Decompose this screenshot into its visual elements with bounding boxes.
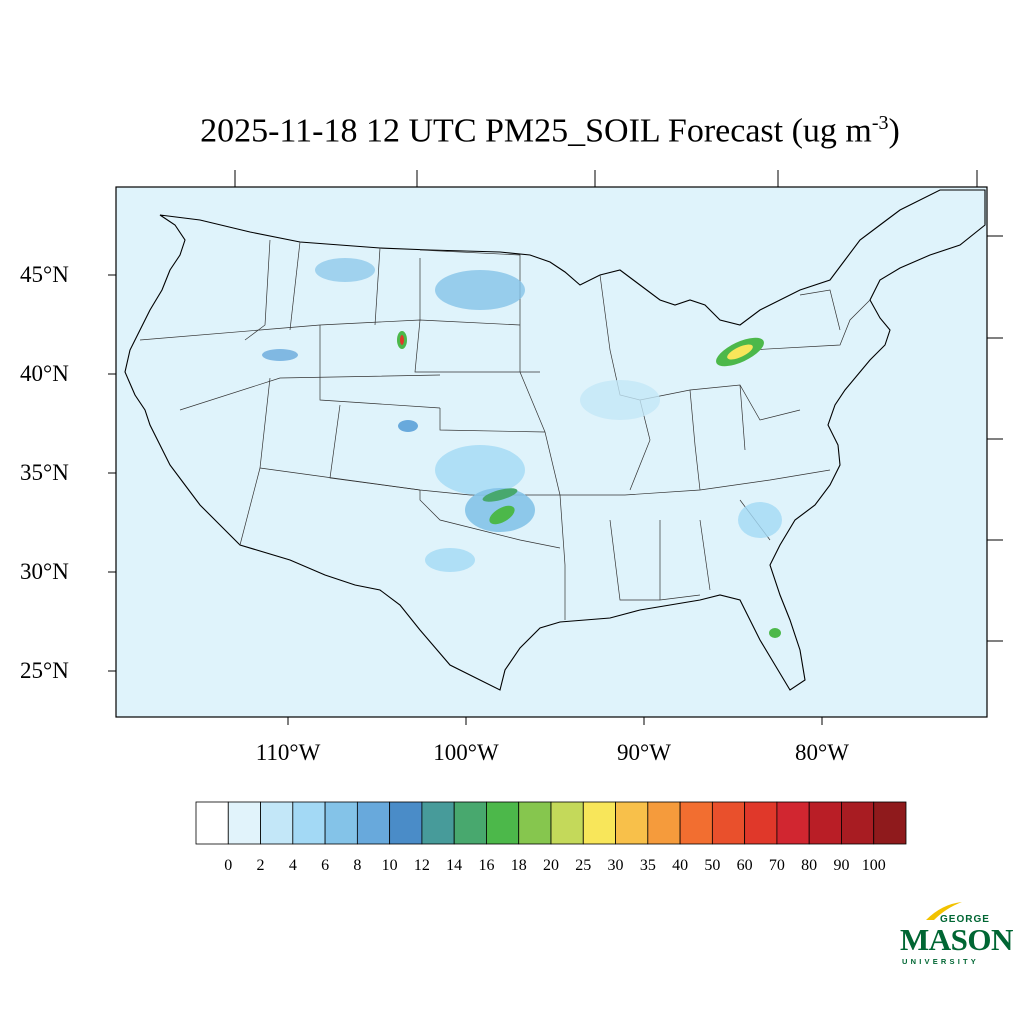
colorbar-swatch — [227, 801, 261, 845]
colorbar-label: 40 — [672, 857, 689, 874]
colorbar-swatch — [292, 801, 326, 845]
colorbar-swatch — [453, 801, 487, 845]
colorbar-label: 35 — [639, 857, 656, 874]
lat-label-30: 30°N — [20, 559, 69, 584]
colorbar-label: 80 — [801, 857, 818, 874]
colorbar-label: 2 — [256, 857, 265, 874]
lat-label-25: 25°N — [20, 658, 69, 683]
colorbar-swatch — [776, 801, 810, 845]
colorbar-label: 30 — [607, 857, 624, 874]
colorbar-label: 90 — [833, 857, 850, 874]
colorbar-swatch — [647, 801, 681, 845]
colorbar-swatch — [808, 801, 842, 845]
colorbar-swatch — [841, 801, 875, 845]
colorbar-swatch — [260, 801, 294, 845]
colorbar-label: 70 — [768, 857, 785, 874]
colorbar-label: 12 — [413, 857, 430, 874]
colorbar-label: 20 — [543, 857, 559, 874]
lon-label-100w: 100°W — [433, 740, 499, 765]
colorbar-swatch — [518, 801, 552, 845]
colorbar-swatch — [711, 801, 746, 845]
lat-label-35: 35°N — [20, 460, 69, 485]
colorbar-swatch — [486, 801, 520, 845]
colorbar-label: 18 — [510, 857, 527, 874]
colorbar-label: 0 — [224, 857, 233, 874]
lat-label-40: 40°N — [20, 361, 69, 386]
map-title: 2025-11-18 12 UTC PM25_SOIL Forecast (ug… — [0, 112, 1024, 150]
title-text: 2025-11-18 12 UTC PM25_SOIL Forecast (ug… — [200, 112, 872, 150]
colorbar-label: 60 — [736, 857, 753, 874]
concentration-field — [262, 258, 782, 638]
colorbar-label: 10 — [381, 857, 398, 874]
colorbar-swatch — [582, 801, 616, 845]
colorbar-label: 50 — [704, 857, 721, 874]
logo-george: GEORGE — [940, 914, 990, 925]
lon-label-90w: 90°W — [617, 740, 671, 765]
colorbar-swatch — [356, 801, 391, 845]
gmu-logo: GEORGE MASON UNIVERSITY — [896, 900, 1013, 970]
colorbar-swatch — [873, 801, 907, 845]
colorbar-swatch — [324, 801, 358, 845]
colorbar-label: 4 — [288, 857, 297, 874]
colorbar-label: 14 — [446, 857, 463, 874]
title-close: ) — [888, 112, 900, 150]
colorbar-swatch — [389, 801, 423, 845]
logo-mason: MASON — [900, 922, 1013, 957]
state-borders — [139, 239, 871, 620]
axis-ticks — [108, 170, 1003, 725]
colorbar-swatch — [615, 801, 649, 845]
conus-landmass — [124, 189, 986, 691]
map-layers — [124, 189, 986, 691]
colorbar-label: 6 — [321, 857, 330, 874]
title-superscript: -3 — [871, 112, 889, 134]
colorbar — [195, 801, 907, 845]
logo-swoosh-icon — [926, 902, 962, 920]
colorbar-swatch — [679, 801, 713, 845]
colorbar-swatch — [195, 801, 229, 845]
colorbar-swatch — [550, 801, 584, 845]
colorbar-swatch — [744, 801, 778, 845]
colorbar-label: 16 — [478, 857, 495, 874]
colorbar-label: 8 — [353, 857, 362, 874]
lat-label-45: 45°N — [20, 262, 69, 287]
lon-label-80w: 80°W — [795, 740, 849, 765]
colorbar-label: 25 — [575, 857, 592, 874]
colorbar-label: 100 — [861, 857, 886, 874]
logo-university: UNIVERSITY — [902, 957, 980, 966]
lon-label-110w: 110°W — [255, 740, 321, 765]
colorbar-swatch — [421, 801, 455, 845]
map-border — [115, 186, 988, 718]
